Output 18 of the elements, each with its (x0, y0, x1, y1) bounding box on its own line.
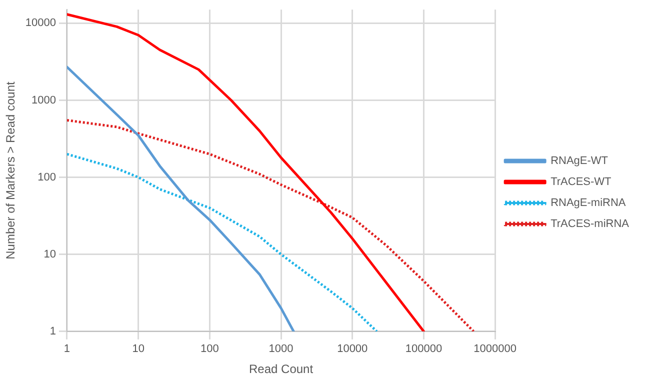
x-tick-label: 1000 (268, 343, 294, 356)
y-tick-label: 10 (44, 248, 56, 260)
legend-label: RNAgE-miRNA (550, 197, 626, 210)
x-tick-label: 10000 (337, 343, 368, 356)
y-tick-label: 1000 (32, 94, 56, 106)
legend-label: TrACES-WT (550, 176, 612, 188)
y-tick-label: 10000 (25, 17, 56, 30)
x-tick-label: 1 (64, 343, 70, 356)
y-tick-label: 1 (50, 325, 56, 338)
legend-label: RNAgE-WT (550, 155, 608, 168)
x-tick-label: 100 (200, 343, 219, 356)
x-tick-label: 10 (132, 343, 144, 356)
x-tick-label: 1000000 (474, 343, 516, 356)
y-tick-label: 100 (38, 171, 56, 184)
y-axis-title: Number of Markers > Read count (4, 80, 18, 260)
x-axis-title: Read Count (249, 362, 314, 376)
legend-label: TrACES-miRNA (550, 218, 630, 230)
x-tick-label: 100000 (405, 343, 442, 356)
